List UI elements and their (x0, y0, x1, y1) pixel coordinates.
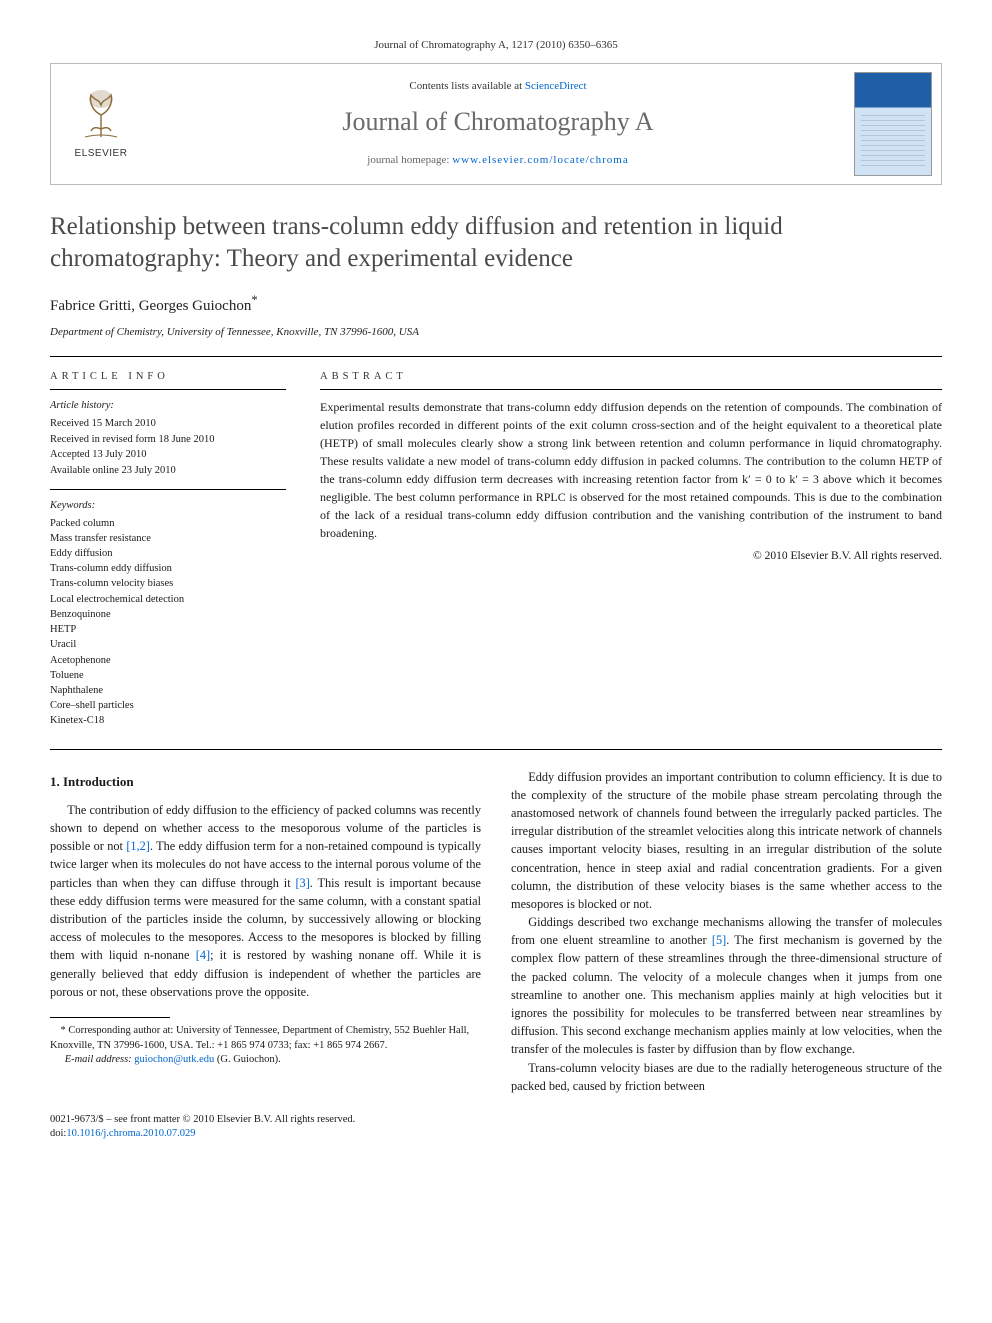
keyword: Toluene (50, 668, 286, 683)
keyword: Packed column (50, 516, 286, 531)
keyword: Core–shell particles (50, 698, 286, 713)
citation-link[interactable]: [4] (196, 948, 210, 962)
copyright-line: 0021-9673/$ – see front matter © 2010 El… (50, 1113, 942, 1127)
doi-label: doi: (50, 1128, 66, 1139)
history-line: Available online 23 July 2010 (50, 463, 286, 479)
homepage-prefix: journal homepage: (367, 154, 452, 166)
article-info-heading: article info (50, 369, 286, 385)
citation-link[interactable]: [5] (712, 933, 726, 947)
keyword: Trans-column eddy diffusion (50, 561, 286, 576)
front-matter-legal: 0021-9673/$ – see front matter © 2010 El… (50, 1113, 942, 1141)
divider (50, 389, 286, 390)
keyword: Kinetex-C18 (50, 713, 286, 728)
email-label: E-mail address: (65, 1054, 135, 1065)
keyword: Eddy diffusion (50, 546, 286, 561)
body-text: . The first mechanism is governed by the… (511, 933, 942, 1056)
citation-link[interactable]: [3] (295, 876, 309, 890)
footnote-separator (50, 1017, 170, 1018)
footnote-text: * Corresponding author at: University of… (50, 1024, 481, 1053)
email-attribution: (G. Guiochon). (214, 1054, 281, 1065)
keyword: Mass transfer resistance (50, 531, 286, 546)
keyword: Uracil (50, 637, 286, 652)
contents-available: Contents lists available at ScienceDirec… (159, 79, 837, 94)
doi-line: doi:10.1016/j.chroma.2010.07.029 (50, 1127, 942, 1141)
doi-link[interactable]: 10.1016/j.chroma.2010.07.029 (66, 1128, 195, 1139)
keywords-label: Keywords: (50, 498, 286, 514)
history-line: Received in revised form 18 June 2010 (50, 432, 286, 448)
section-title: Introduction (63, 774, 134, 789)
author-names: Fabrice Gritti, Georges Guiochon (50, 298, 251, 314)
keyword: HETP (50, 622, 286, 637)
keywords-list: Packed column Mass transfer resistance E… (50, 516, 286, 729)
corresponding-author-footnote: * Corresponding author at: University of… (50, 1024, 481, 1068)
article-body: 1. Introduction The contribution of eddy… (50, 768, 942, 1095)
running-head: Journal of Chromatography A, 1217 (2010)… (50, 38, 942, 53)
section-heading: 1. Introduction (50, 772, 481, 791)
abstract-text: Experimental results demonstrate that tr… (320, 398, 942, 542)
homepage-link[interactable]: www.elsevier.com/locate/chroma (452, 154, 629, 166)
abstract-copyright: © 2010 Elsevier B.V. All rights reserved… (320, 548, 942, 565)
history-line: Accepted 13 July 2010 (50, 447, 286, 463)
abstract-heading: abstract (320, 369, 942, 385)
divider (50, 749, 942, 750)
email-link[interactable]: guiochon@utk.edu (134, 1054, 214, 1065)
elsevier-tree-icon (73, 87, 129, 143)
body-paragraph: The contribution of eddy diffusion to th… (50, 801, 481, 1001)
section-number: 1. (50, 774, 60, 789)
keyword: Local electrochemical detection (50, 592, 286, 607)
keyword: Acetophenone (50, 653, 286, 668)
sciencedirect-link[interactable]: ScienceDirect (525, 80, 587, 92)
affiliation: Department of Chemistry, University of T… (50, 325, 942, 340)
divider (50, 356, 942, 357)
history-line: Received 15 March 2010 (50, 416, 286, 432)
history-label: Article history: (50, 398, 286, 414)
keyword: Benzoquinone (50, 607, 286, 622)
citation-link[interactable]: [1,2] (126, 839, 150, 853)
abstract-block: abstract Experimental results demonstrat… (320, 369, 942, 728)
contents-prefix: Contents lists available at (409, 80, 524, 92)
journal-header: ELSEVIER Contents lists available at Sci… (50, 63, 942, 185)
publisher-name: ELSEVIER (75, 147, 128, 161)
divider (50, 489, 286, 490)
article-title: Relationship between trans-column eddy d… (50, 211, 942, 274)
corresponding-mark: * (251, 293, 257, 307)
journal-cover-icon (854, 72, 932, 176)
keyword: Naphthalene (50, 683, 286, 698)
journal-title: Journal of Chromatography A (159, 104, 837, 140)
journal-homepage: journal homepage: www.elsevier.com/locat… (159, 153, 837, 168)
footnote-email: E-mail address: guiochon@utk.edu (G. Gui… (50, 1053, 481, 1068)
article-info-block: article info Article history: Received 1… (50, 369, 286, 728)
body-paragraph: Trans-column velocity biases are due to … (511, 1059, 942, 1095)
keyword: Trans-column velocity biases (50, 576, 286, 591)
body-paragraph: Eddy diffusion provides an important con… (511, 768, 942, 914)
divider (320, 389, 942, 390)
publisher-logo: ELSEVIER (51, 64, 151, 184)
authors: Fabrice Gritti, Georges Guiochon* (50, 292, 942, 317)
body-paragraph: Giddings described two exchange mechanis… (511, 913, 942, 1059)
cover-thumbnail (845, 64, 941, 184)
